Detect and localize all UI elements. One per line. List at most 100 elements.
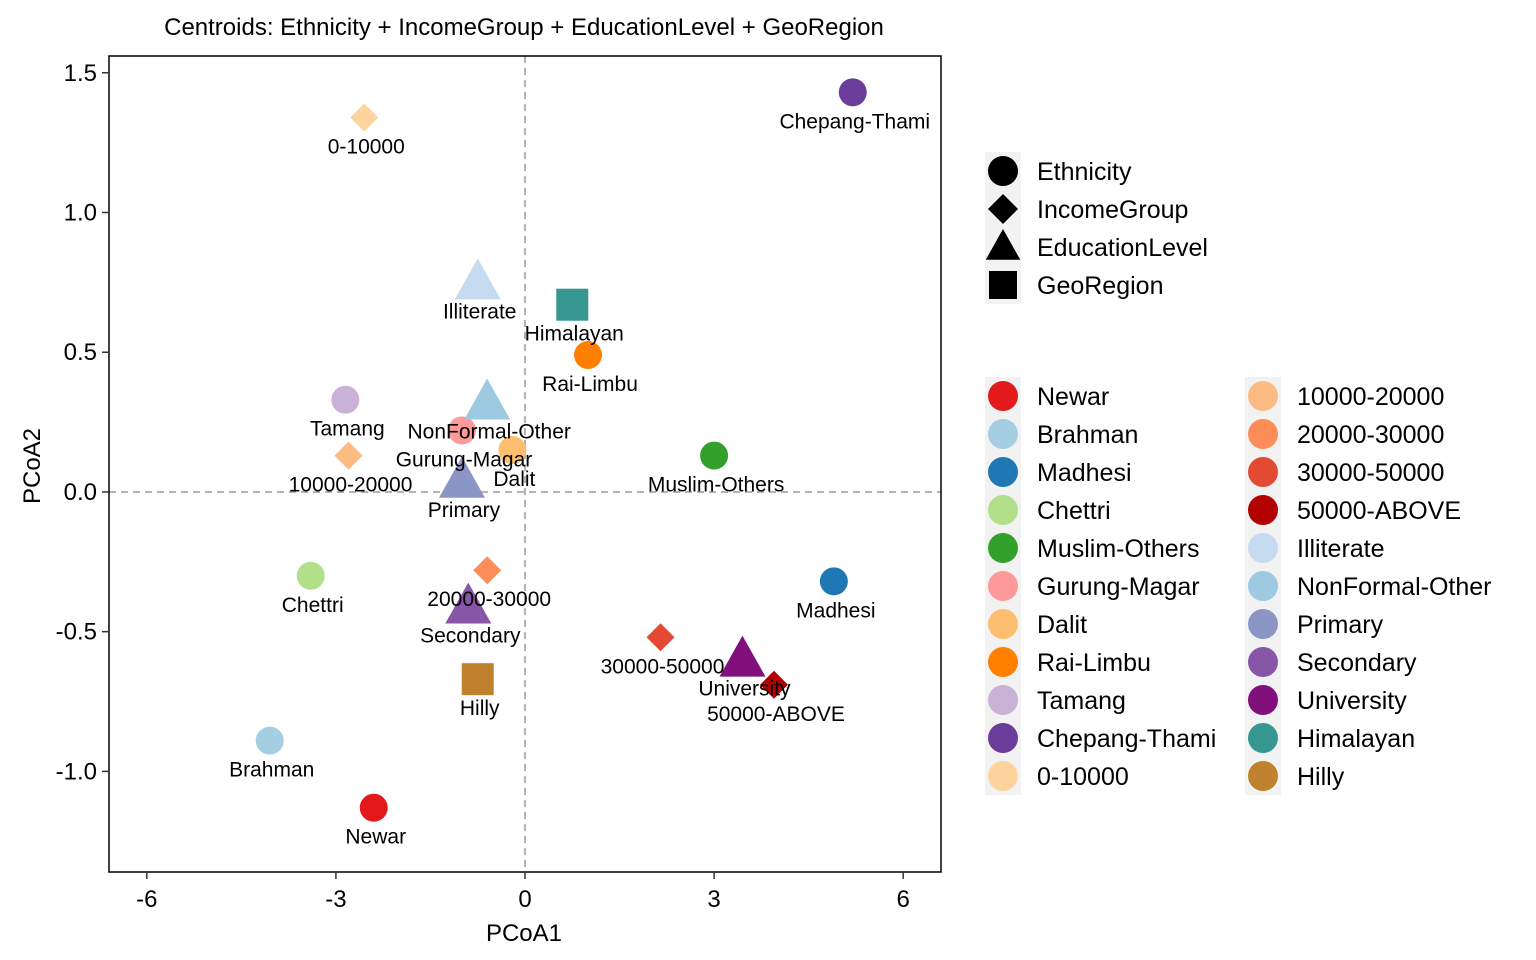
point-nonformal-other xyxy=(464,378,511,420)
y-tick-label: 1.5 xyxy=(64,60,97,87)
color-legend-label: 10000-20000 xyxy=(1297,383,1444,411)
legend-square-icon xyxy=(989,271,1017,299)
point-10000-20000 xyxy=(334,441,363,470)
point-label: Madhesi xyxy=(796,599,875,622)
color-legend-label: Hilly xyxy=(1297,763,1345,791)
point-tamang xyxy=(331,385,360,414)
point-label: NonFormal-Other xyxy=(407,421,570,444)
point-madhesi xyxy=(819,567,848,596)
legend-swatch xyxy=(1248,571,1278,601)
legend-swatch xyxy=(988,647,1018,677)
point-label: Newar xyxy=(345,826,406,849)
chart-title: Centroids: Ethnicity + IncomeGroup + Edu… xyxy=(164,14,884,41)
x-tick-label: 6 xyxy=(897,886,910,913)
x-tick-label: 3 xyxy=(707,886,720,913)
point-secondary xyxy=(445,582,492,624)
point-label: 50000-ABOVE xyxy=(707,703,845,726)
color-legend-label: Madhesi xyxy=(1037,459,1132,487)
point-30000-50000 xyxy=(646,623,675,652)
legend-swatch xyxy=(1248,533,1278,563)
point-label: 0-10000 xyxy=(328,135,405,158)
color-legend-label: NonFormal-Other xyxy=(1297,573,1492,601)
point-label: Chettri xyxy=(282,594,344,617)
point-label: 30000-50000 xyxy=(601,655,725,678)
color-legend-label: Chepang-Thami xyxy=(1037,725,1216,753)
point-label: Chepang-Thami xyxy=(779,110,930,133)
point-label: Hilly xyxy=(460,697,500,720)
point-label: Primary xyxy=(428,499,501,522)
point-label: Illiterate xyxy=(443,300,517,323)
color-legend-label: Chettri xyxy=(1037,497,1111,525)
color-legend-label: 30000-50000 xyxy=(1297,459,1444,487)
legend-swatch xyxy=(988,685,1018,715)
point-newar xyxy=(359,793,388,822)
color-legend-label: Primary xyxy=(1297,611,1384,639)
shape-legend-label: Ethnicity xyxy=(1037,158,1132,186)
point-label: 10000-20000 xyxy=(289,474,413,497)
legend-swatch xyxy=(988,533,1018,563)
color-legend: Newar Brahman Madhesi Chettri Muslim-Others G… xyxy=(985,377,1492,795)
color-legend-label: 50000-ABOVE xyxy=(1297,497,1461,525)
legend-swatch xyxy=(988,723,1018,753)
y-tick-label: 0.0 xyxy=(64,479,97,506)
legend-swatch xyxy=(988,419,1018,449)
point-rai-limbu xyxy=(574,341,603,370)
color-legend-label: Illiterate xyxy=(1297,535,1385,563)
legend-swatch xyxy=(988,495,1018,525)
point-primary xyxy=(438,456,485,498)
color-legend-label: Dalit xyxy=(1037,611,1087,639)
legend-swatch xyxy=(988,571,1018,601)
x-axis-label: PCoA1 xyxy=(486,920,562,947)
point-0-10000 xyxy=(350,103,379,132)
color-legend-label: Muslim-Others xyxy=(1037,535,1200,563)
legend-triangle-icon xyxy=(985,229,1021,260)
point-50000-above xyxy=(759,670,788,699)
point-label: Himalayan xyxy=(525,323,624,346)
color-legend-label: Tamang xyxy=(1037,687,1126,715)
point-chepang-thami xyxy=(838,78,867,107)
plot-area: Newar Brahman Madhesi Chettri Muslim-Others G… xyxy=(56,55,942,913)
legend-swatch xyxy=(988,457,1018,487)
legend-swatch xyxy=(1248,761,1278,791)
y-tick-label: 0.5 xyxy=(64,339,97,366)
y-axis-label: PCoA2 xyxy=(19,428,46,504)
point-gurung-magar xyxy=(447,416,476,445)
legend-swatch xyxy=(988,609,1018,639)
point-label: 20000-30000 xyxy=(427,588,551,611)
color-legend-label: University xyxy=(1297,687,1407,715)
point-chettri xyxy=(296,561,325,590)
y-tick-label: -1.0 xyxy=(56,758,97,785)
legend-swatch xyxy=(1248,685,1278,715)
shape-legend: Ethnicity IncomeGroup EducationLevel GeoReg… xyxy=(985,152,1208,304)
point-label: Secondary xyxy=(420,625,521,648)
point-label: Brahman xyxy=(229,759,314,782)
color-legend-label: Himalayan xyxy=(1297,725,1415,753)
color-legend-label: 0-10000 xyxy=(1037,763,1129,791)
legend-swatch xyxy=(988,381,1018,411)
point-label: Tamang xyxy=(310,418,385,441)
point-himalayan xyxy=(556,288,589,321)
point-illiterate xyxy=(454,258,501,300)
legend-swatch xyxy=(1248,647,1278,677)
point-brahman xyxy=(255,726,284,755)
data-points: Newar Brahman Madhesi Chettri Muslim-Others G… xyxy=(229,78,930,849)
shape-legend-label: EducationLevel xyxy=(1037,234,1208,262)
point-label: Dalit xyxy=(493,468,535,491)
color-legend-label: Brahman xyxy=(1037,421,1138,449)
color-legend-label: Gurung-Magar xyxy=(1037,573,1200,601)
y-tick-label: -0.5 xyxy=(56,619,97,646)
legend-swatch xyxy=(1248,609,1278,639)
point-label: Muslim-Others xyxy=(648,474,785,497)
point-20000-30000 xyxy=(473,556,502,585)
shape-legend-label: GeoRegion xyxy=(1037,272,1163,300)
legend-swatch xyxy=(988,761,1018,791)
legend-swatch xyxy=(1248,723,1278,753)
legend-swatch xyxy=(1248,381,1278,411)
point-label: Gurung-Magar xyxy=(396,448,533,471)
color-legend-label: 20000-30000 xyxy=(1297,421,1444,449)
y-tick-label: 1.0 xyxy=(64,199,97,226)
point-university xyxy=(719,635,766,677)
legend-swatch xyxy=(1248,457,1278,487)
legend-diamond-icon xyxy=(988,194,1018,224)
